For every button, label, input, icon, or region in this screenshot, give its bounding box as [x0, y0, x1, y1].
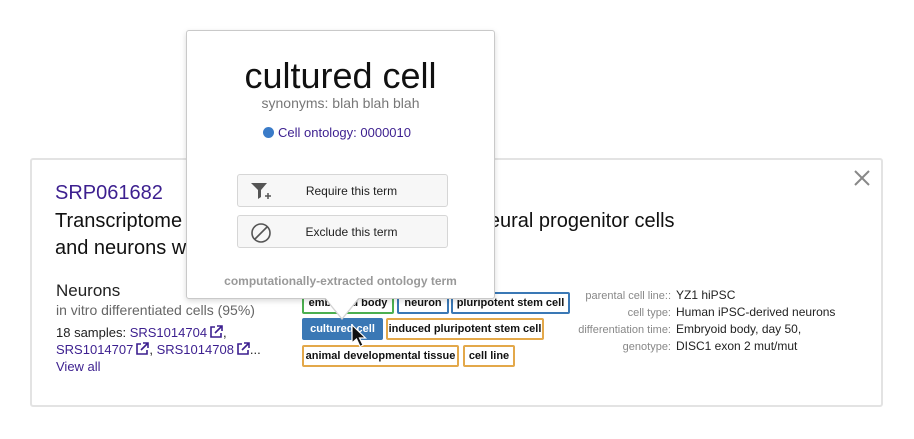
metadata-value: Embryoid body, day 50,: [676, 322, 802, 336]
external-link-icon[interactable]: [209, 325, 223, 339]
require-term-button[interactable]: Require this term: [237, 174, 448, 207]
require-term-label: Require this term: [305, 184, 398, 198]
cell-type-heading: Neurons: [56, 281, 121, 300]
study-accession-link[interactable]: SRP061682: [55, 182, 163, 204]
exclude-term-label: Exclude this term: [305, 225, 398, 239]
sample-link[interactable]: SRS1014708: [156, 342, 234, 357]
ontology-dot-icon: [263, 127, 274, 138]
sample-link[interactable]: SRS1014704: [129, 325, 208, 340]
ontology-label: Cell ontology: 0000010: [278, 125, 411, 140]
cell-type-subtitle: in vitro differentiated cells (95%): [56, 302, 255, 318]
filter-plus-icon: [250, 181, 272, 204]
popover-footer: computationally-extracted ontology term: [224, 274, 457, 288]
close-icon[interactable]: [852, 168, 872, 188]
ontology-link[interactable]: Cell ontology: 0000010: [263, 125, 411, 140]
external-link-icon[interactable]: [135, 342, 150, 356]
sample-link[interactable]: SRS1014707: [56, 342, 134, 357]
ontology-tag-selected[interactable]: cultured cell: [302, 318, 383, 340]
samples-more: ...: [249, 342, 261, 357]
metadata-value: DISC1 exon 2 mut/mut: [676, 339, 798, 353]
metadata-key: parental cell line::: [585, 290, 671, 302]
ontology-tag[interactable]: induced pluripotent stem cell: [386, 318, 544, 340]
ban-icon: [250, 222, 272, 247]
metadata-value: YZ1 hiPSC: [676, 288, 736, 302]
metadata-value: Human iPSC-derived neurons: [676, 305, 836, 319]
metadata-key: genotype:: [622, 341, 671, 353]
popover-synonyms: synonyms: blah blah blah: [261, 95, 420, 111]
samples-prefix: 18 samples:: [56, 325, 130, 340]
popover-title: cultured cell: [244, 55, 437, 96]
exclude-term-button[interactable]: Exclude this term: [237, 215, 448, 248]
term-popover: cultured cell synonyms: blah blah blah C…: [186, 30, 495, 299]
ontology-tag[interactable]: cell line: [463, 345, 515, 367]
metadata-key: differentiation time:: [578, 324, 671, 336]
sample-list: 18 samples: SRS1014704, SRS1014707, SRS1…: [56, 325, 261, 357]
metadata-key: cell type:: [627, 307, 671, 319]
ontology-tag[interactable]: animal developmental tissue: [302, 345, 459, 367]
mouse-pointer-icon: [351, 323, 369, 353]
popover-arrow: [324, 296, 360, 318]
external-link-icon[interactable]: [236, 342, 250, 356]
view-all-link[interactable]: View all: [56, 359, 101, 374]
